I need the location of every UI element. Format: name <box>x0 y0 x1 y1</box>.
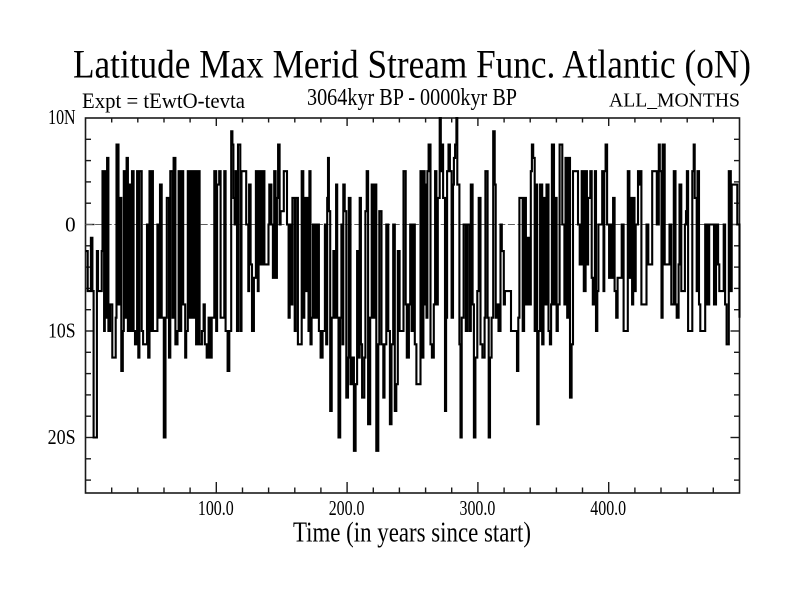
svg-text:3064kyr BP - 0000kyr BP: 3064kyr BP - 0000kyr BP <box>307 85 517 111</box>
svg-text:400.0: 400.0 <box>590 498 626 520</box>
svg-text:10N: 10N <box>48 105 76 129</box>
svg-text:Expt = tEwtO-tevta: Expt = tEwtO-tevta <box>82 88 245 113</box>
svg-text:Latitude Max Merid Stream Func: Latitude Max Merid Stream Func. Atlantic… <box>73 42 751 87</box>
svg-text:10S: 10S <box>48 319 76 343</box>
svg-text:ALL_MONTHS: ALL_MONTHS <box>609 90 740 112</box>
svg-text:300.0: 300.0 <box>460 498 496 520</box>
svg-text:100.0: 100.0 <box>198 498 234 520</box>
svg-text:0: 0 <box>65 212 76 236</box>
svg-text:Time (in years since start): Time (in years since start) <box>293 517 531 549</box>
svg-text:20S: 20S <box>48 425 76 449</box>
svg-text:200.0: 200.0 <box>329 498 365 520</box>
